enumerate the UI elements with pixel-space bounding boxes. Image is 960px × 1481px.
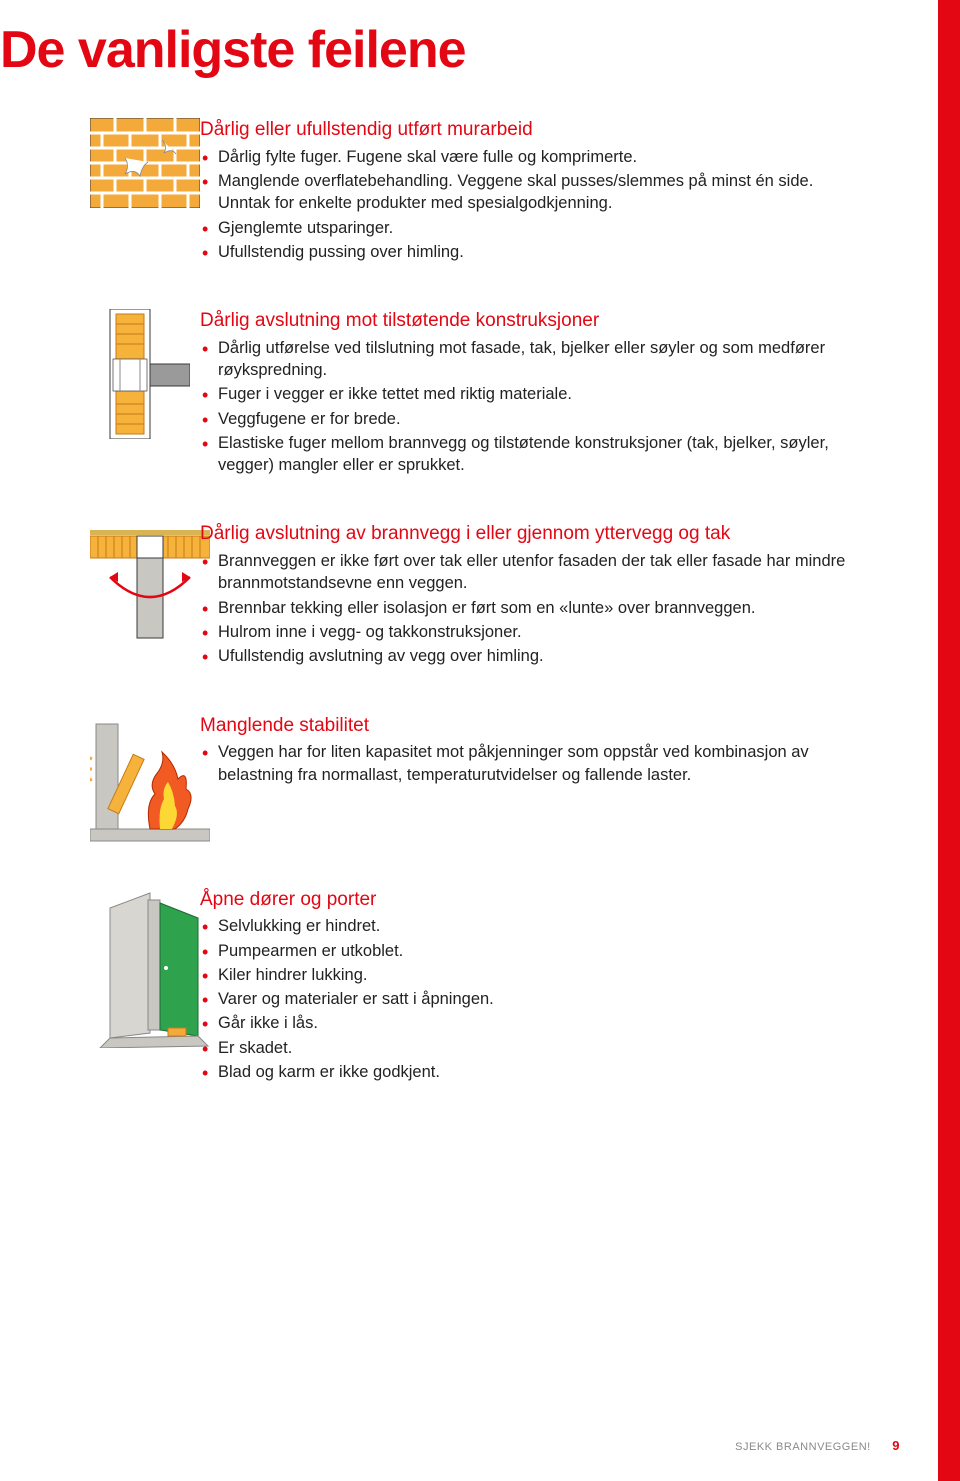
bullet-item: Hulrom inne i vegg- og takkonstruksjoner… — [218, 621, 850, 643]
bullet-list: Veggen har for liten kapasitet mot påkje… — [200, 741, 850, 786]
section-yttervegg: Dårlig avslutning av brannvegg i eller g… — [0, 522, 900, 669]
bullet-item: Går ikke i lås. — [218, 1012, 850, 1034]
section-content: Dårlig eller ufullstendig utført murarbe… — [200, 118, 900, 265]
page-title: De vanligste feilene — [0, 20, 900, 80]
bullet-item: Selvlukking er hindret. — [218, 915, 850, 937]
bullet-list: Brannveggen er ikke ført over tak eller … — [200, 550, 850, 667]
section-murarbeid: Dårlig eller ufullstendig utført murarbe… — [0, 118, 900, 265]
section-dorer: Åpne dører og porter Selvlukking er hind… — [0, 888, 900, 1086]
bullet-item: Ufullstendig pussing over himling. — [218, 241, 850, 263]
bullet-item: Varer og materialer er satt i åpningen. — [218, 988, 850, 1010]
bullet-item: Brannveggen er ikke ført over tak eller … — [218, 550, 850, 595]
bullet-item: Fuger i vegger er ikke tettet med riktig… — [218, 383, 850, 405]
bullet-list: Dårlig utførelse ved tilslutning mot fas… — [200, 337, 850, 477]
section-stabilitet: Manglende stabilitet Veggen har for lite… — [0, 714, 900, 844]
illustration-fire-collapse — [0, 714, 200, 844]
bullet-item: Er skadet. — [218, 1037, 850, 1059]
bullet-item: Brennbar tekking eller isolasjon er ført… — [218, 597, 850, 619]
section-heading: Manglende stabilitet — [200, 714, 850, 738]
section-content: Åpne dører og porter Selvlukking er hind… — [200, 888, 900, 1086]
page-number: 9 — [892, 1438, 900, 1453]
illustration-junction — [0, 309, 200, 478]
section-heading: Åpne dører og porter — [200, 888, 850, 912]
bullet-item: Dårlig utførelse ved tilslutning mot fas… — [218, 337, 850, 382]
bullet-list: Dårlig fylte fuger. Fugene skal være ful… — [200, 146, 850, 263]
accent-bar — [938, 0, 960, 1481]
illustration-roof-section — [0, 522, 200, 669]
section-heading: Dårlig avslutning mot tilstøtende konstr… — [200, 309, 850, 333]
bullet-item: Dårlig fylte fuger. Fugene skal være ful… — [218, 146, 850, 168]
page-footer: SJEKK BRANNVEGGEN! 9 — [735, 1438, 900, 1453]
bullet-item: Kiler hindrer lukking. — [218, 964, 850, 986]
section-content: Dårlig avslutning av brannvegg i eller g… — [200, 522, 900, 669]
footer-label: SJEKK BRANNVEGGEN! — [735, 1441, 871, 1453]
section-tilstotende: Dårlig avslutning mot tilstøtende konstr… — [0, 309, 900, 478]
section-content: Manglende stabilitet Veggen har for lite… — [200, 714, 900, 844]
section-content: Dårlig avslutning mot tilstøtende konstr… — [200, 309, 900, 478]
section-heading: Dårlig avslutning av brannvegg i eller g… — [200, 522, 850, 546]
bullet-item: Veggfugene er for brede. — [218, 408, 850, 430]
bullet-list: Selvlukking er hindret. Pumpearmen er ut… — [200, 915, 850, 1083]
bullet-item: Gjenglemte utsparinger. — [218, 217, 850, 239]
bullet-item: Elastiske fuger mellom brannvegg og tils… — [218, 432, 850, 477]
bullet-item: Manglende overflatebehandling. Veggene s… — [218, 170, 850, 215]
bullet-item: Veggen har for liten kapasitet mot påkje… — [218, 741, 850, 786]
illustration-brick-wall — [0, 118, 200, 265]
bullet-item: Ufullstendig avslutning av vegg over him… — [218, 645, 850, 667]
bullet-item: Pumpearmen er utkoblet. — [218, 940, 850, 962]
illustration-open-door — [0, 888, 200, 1086]
page-content: De vanligste feilene — [0, 0, 960, 1169]
bullet-item: Blad og karm er ikke godkjent. — [218, 1061, 850, 1083]
section-heading: Dårlig eller ufullstendig utført murarbe… — [200, 118, 850, 142]
